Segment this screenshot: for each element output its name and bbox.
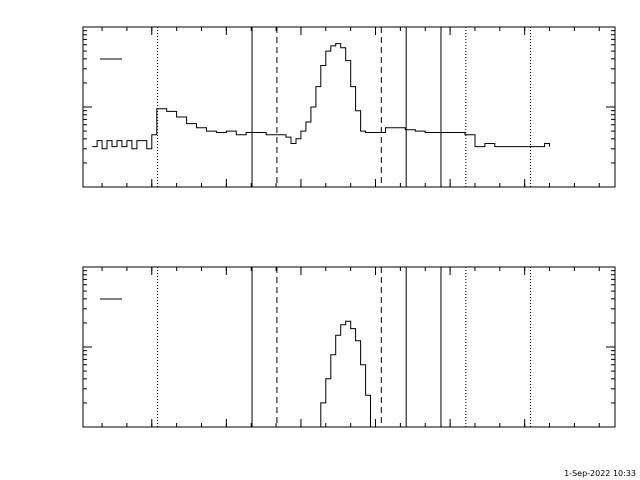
plot-frame: [82, 266, 616, 428]
series-line: [315, 320, 371, 428]
panel-hi: [82, 266, 616, 428]
panel-lo: [82, 26, 616, 188]
series-line: [92, 43, 550, 150]
date-stamp: 1-Sep-2022 10:33: [564, 469, 636, 478]
plot-frame: [82, 26, 616, 188]
